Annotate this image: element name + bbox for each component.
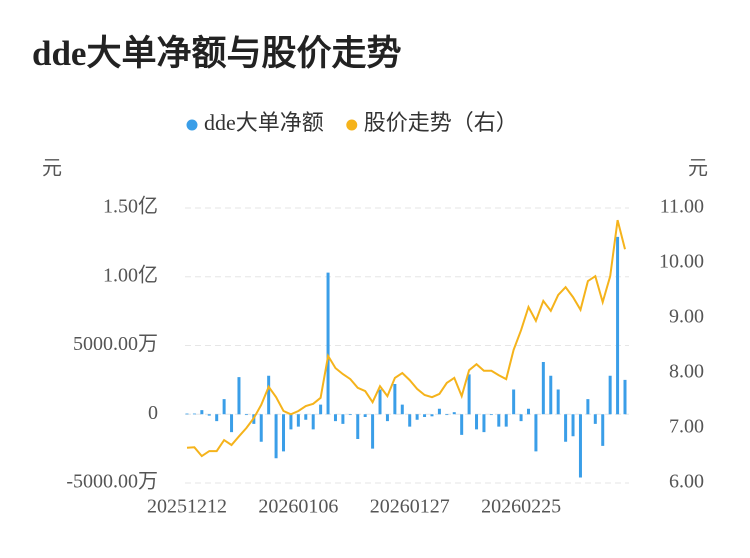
bar: [452, 412, 456, 415]
y-unit: 元: [42, 158, 62, 180]
bar: [593, 414, 597, 424]
bar: [222, 399, 226, 415]
bar: [393, 384, 397, 415]
bar: [215, 414, 219, 422]
bar: [616, 236, 620, 415]
bar: [304, 414, 308, 420]
bar: [415, 414, 419, 420]
bar: [482, 414, 486, 433]
bar: [608, 375, 612, 415]
y-tick-label: 0: [148, 402, 158, 424]
bar: [623, 379, 627, 415]
x-tick-label: 20260106: [258, 496, 338, 518]
bar: [267, 375, 271, 415]
bar: [348, 414, 352, 416]
bar: [289, 414, 293, 430]
bar: [237, 377, 241, 415]
bar: [549, 375, 553, 415]
bar: [467, 374, 471, 415]
bar: [296, 414, 300, 427]
bar: [423, 414, 427, 417]
bar: [207, 414, 211, 416]
y2-tick-label: 6.00: [669, 471, 704, 493]
bar: [371, 414, 375, 449]
y-tick-label: -5000.00万: [66, 471, 158, 493]
bar: [586, 399, 590, 415]
x-tick-label: 20260127: [370, 496, 450, 518]
bar: [564, 414, 568, 442]
bar: [400, 404, 404, 415]
y-tick-label: 5000.00万: [73, 333, 158, 355]
bar: [274, 414, 278, 459]
bar: [475, 414, 479, 430]
bar: [541, 362, 545, 415]
bar: [437, 408, 441, 415]
legend-marker: [346, 119, 358, 131]
price-line: [186, 219, 626, 458]
bar: [556, 389, 560, 415]
bar: [259, 414, 263, 442]
legend-label: dde大单净额: [204, 110, 324, 135]
bar: [230, 414, 234, 433]
y-tick-label: 1.00亿: [103, 263, 158, 286]
bar: [512, 389, 516, 415]
bar: [519, 414, 523, 422]
bar: [526, 408, 530, 415]
bar: [534, 414, 538, 452]
bar: [460, 414, 464, 435]
bar: [430, 414, 434, 417]
x-tick-label: 20260225: [481, 496, 561, 518]
x-tick-label: 20251212: [147, 496, 227, 518]
bar: [601, 414, 605, 446]
y2-tick-label: 9.00: [669, 306, 704, 328]
y2-tick-label: 11.00: [660, 196, 704, 218]
bar: [571, 414, 575, 437]
legend-label: 股价走势（右）: [364, 110, 518, 135]
legend-marker: [186, 119, 198, 131]
bar: [326, 272, 330, 415]
bar: [408, 414, 412, 427]
bar: [578, 414, 582, 478]
bar: [504, 414, 508, 427]
bar: [244, 414, 248, 416]
bar: [341, 414, 345, 424]
bar: [385, 414, 389, 422]
y2-unit: 元: [688, 158, 708, 180]
bar: [333, 414, 337, 422]
y2-tick-label: 8.00: [669, 361, 704, 383]
bar: [311, 414, 315, 430]
bar: [185, 413, 189, 415]
y2-tick-label: 10.00: [659, 251, 704, 273]
bar: [497, 414, 501, 427]
bar: [445, 414, 449, 416]
y-tick-label: 1.50亿: [103, 195, 158, 218]
y2-tick-label: 7.00: [669, 416, 704, 438]
bar: [356, 414, 360, 439]
bar: [489, 414, 493, 416]
bar: [363, 414, 367, 417]
bar: [192, 413, 196, 415]
chart-title: dde大单净额与股价走势: [32, 34, 401, 73]
bar: [282, 414, 286, 452]
bar: [200, 410, 204, 415]
bar: [319, 404, 323, 415]
bar: [378, 389, 382, 415]
